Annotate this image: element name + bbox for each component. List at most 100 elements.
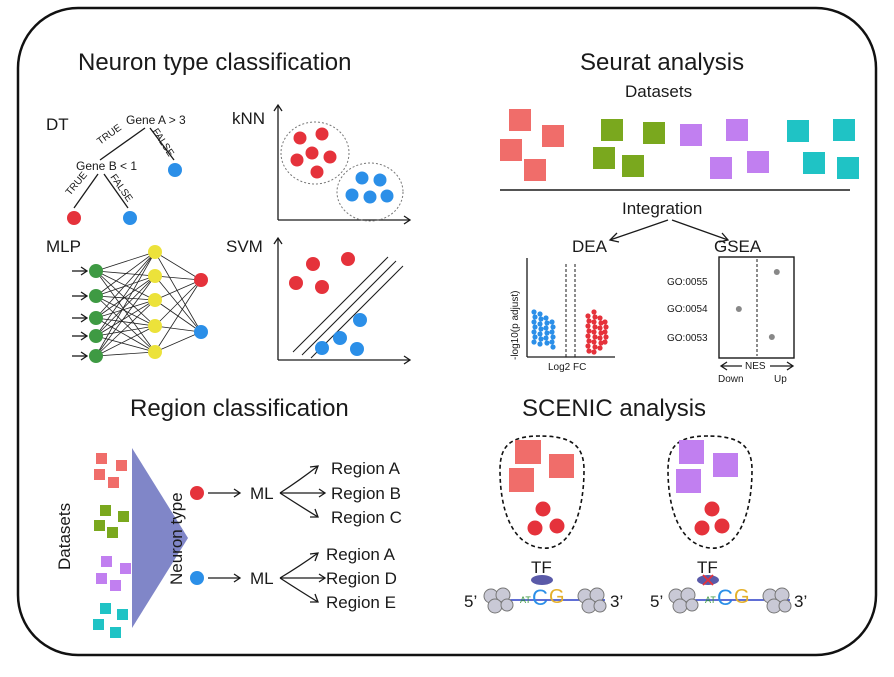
svm-margin-line	[292, 256, 389, 353]
dataset-square-olive	[601, 119, 623, 141]
volcano-point-up	[591, 329, 597, 335]
volcano-point-down	[544, 340, 550, 346]
gsea-point	[768, 334, 775, 340]
svm-point-blue	[350, 342, 364, 356]
dataset-square-violet	[747, 151, 769, 173]
gsea-points	[735, 269, 780, 340]
mlp-connection	[95, 295, 156, 301]
knn-point-red	[293, 131, 307, 145]
knn-cluster-red	[280, 121, 350, 185]
integration-arrow-left-head	[608, 232, 620, 243]
histone	[593, 599, 607, 613]
cell-neuron-red	[714, 518, 730, 534]
dt-branch-line	[99, 127, 146, 161]
mlp-connection	[95, 251, 156, 272]
tf-label: TF	[697, 558, 718, 577]
region-output: Region C	[331, 508, 402, 527]
gsea-down-label: Down	[718, 374, 744, 385]
mlp-input-arrow-head	[80, 351, 89, 361]
dataset-square-salmon	[542, 125, 564, 147]
volcano-point-up	[586, 338, 592, 344]
knn-cluster-blue	[336, 162, 404, 222]
mlp-input-node	[89, 349, 103, 363]
cell-square-violet	[676, 469, 701, 493]
region-datasets-label: Datasets	[55, 503, 74, 570]
mlp-input-arrow-head	[80, 331, 89, 341]
mlp-nodes	[89, 245, 208, 363]
mlp-connections	[95, 251, 202, 357]
gsea-term: GO:0053	[667, 333, 708, 344]
mlp-connection	[95, 325, 156, 337]
binding-blocked-cross	[702, 574, 714, 586]
gsea-down-arrow-head	[719, 361, 728, 371]
histone	[778, 599, 792, 613]
svm-point-blue	[333, 331, 347, 345]
dataset-square-salmon	[94, 469, 105, 480]
gsea-x-label: NES	[745, 361, 766, 372]
nucleosome	[762, 587, 792, 614]
dataset-square-olive	[107, 527, 118, 538]
volcano-points-up	[585, 309, 609, 355]
ml-branch-arrow	[279, 492, 319, 518]
volcano-point-up	[592, 314, 598, 320]
svm-label: SVM	[226, 237, 263, 256]
five-prime-label: 5’	[464, 592, 477, 611]
decision-tree: DT Gene A > 3 TRUE FALSE Gene B < 1 TRUE…	[46, 113, 186, 225]
volcano-point-up	[586, 318, 592, 324]
integration-label: Integration	[622, 199, 702, 218]
volcano-point-down	[537, 311, 543, 317]
mlp-input-arrows	[72, 266, 89, 361]
volcano-point-down	[537, 341, 543, 347]
knn-point-blue	[373, 173, 387, 187]
cell-square-salmon	[549, 454, 574, 478]
volcano-point-down	[544, 330, 550, 336]
histone	[487, 598, 503, 614]
gsea-label: GSEA	[714, 237, 762, 256]
volcano-point-down	[538, 326, 544, 332]
cell-neuron-red	[527, 520, 543, 536]
volcano-point-down	[531, 319, 537, 325]
knn-y-arrow	[273, 103, 283, 112]
knn-point-red	[310, 165, 324, 179]
neuron-type-label: Neuron type	[167, 492, 186, 585]
dataset-square-teal	[100, 603, 111, 614]
volcano-point-up	[597, 335, 603, 341]
volcano-point-up	[591, 349, 597, 355]
volcano-point-up	[585, 323, 591, 329]
svm-hyperplane	[301, 260, 397, 356]
ml-label: ML	[250, 484, 274, 503]
dt-branch-line	[103, 173, 129, 209]
volcano-point-down	[532, 334, 538, 340]
volcano-point-down	[537, 321, 543, 327]
svm-point-red	[289, 276, 303, 290]
knn-point-red	[305, 146, 319, 160]
mlp-connection	[95, 325, 156, 357]
neuron-type-red	[190, 486, 204, 500]
volcano-point-up	[586, 328, 592, 334]
motif-g: G	[549, 586, 565, 608]
nucleosome	[577, 587, 607, 614]
volcano-point-down	[550, 344, 556, 350]
volcano-y-label: -log10(p adjust)	[510, 291, 521, 360]
mlp-connection	[95, 299, 156, 319]
region-output: Region D	[326, 569, 397, 588]
volcano-point-up	[598, 330, 604, 336]
cell-square-violet	[679, 440, 704, 464]
dataset-square-teal	[803, 152, 825, 174]
ml-branch-arrow-head	[310, 508, 319, 518]
svm-point-blue	[315, 341, 329, 355]
mlp-connection	[154, 275, 202, 333]
knn-point-blue	[345, 188, 359, 202]
mlp-input-node	[89, 264, 103, 278]
mlp-hidden-node	[148, 345, 162, 359]
ml-label: ML	[250, 569, 274, 588]
dea-label: DEA	[572, 237, 608, 256]
knn-point-blue	[380, 189, 394, 203]
svm-point-red	[341, 252, 355, 266]
dt-root-rule: Gene A > 3	[126, 113, 186, 127]
volcano-point-down	[537, 331, 543, 337]
three-prime-label: 3’	[610, 592, 623, 611]
dataset-square-salmon	[509, 109, 531, 131]
dna-strand-repressed: TF 5’ 3’ AT C G	[650, 558, 807, 614]
